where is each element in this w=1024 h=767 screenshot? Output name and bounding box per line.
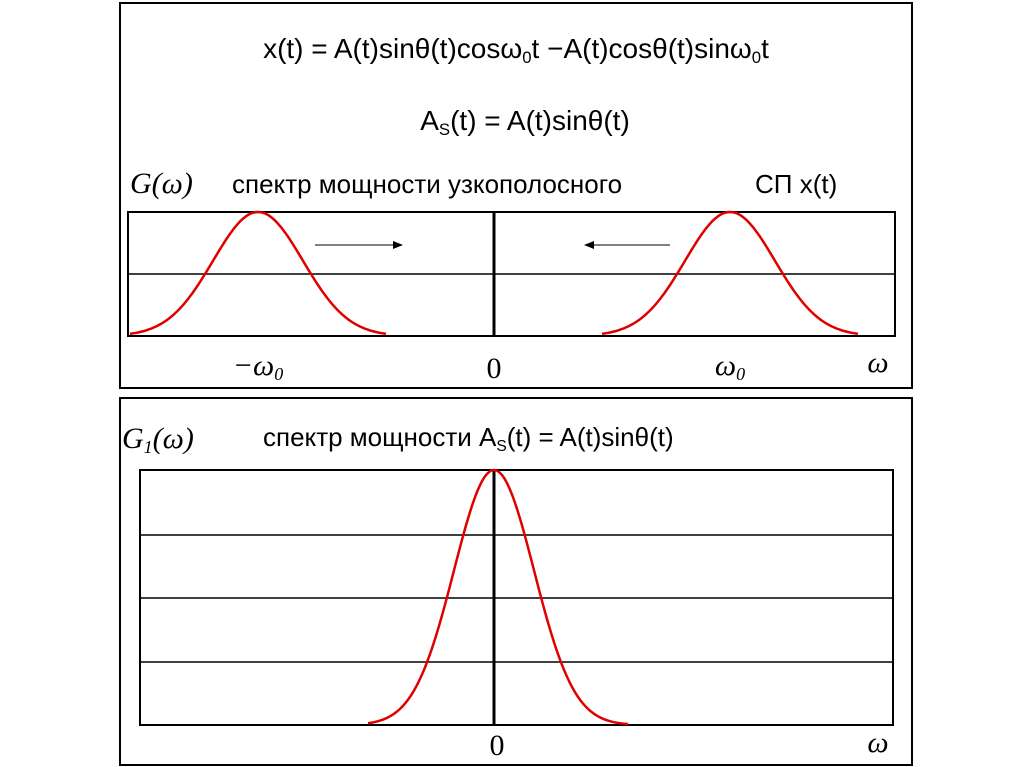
caption: спектр мощности узкополосного: [232, 169, 622, 199]
bottom-box: [119, 397, 913, 766]
function-label: G(ω): [130, 167, 193, 200]
subscript: S: [439, 120, 450, 139]
text-segment: (ω): [153, 422, 194, 455]
subscript: 1: [144, 437, 153, 457]
formula: x(t) = A(t)sinθ(t)cosω0t −A(t)cosθ(t)sin…: [263, 33, 769, 67]
text-segment: t −A(t)cosθ(t)sinω: [532, 33, 752, 64]
tick-label: ω0: [715, 349, 745, 384]
text-segment: ω: [715, 349, 736, 382]
tick-label: −ω0: [233, 349, 283, 384]
subscript: 0: [274, 364, 283, 384]
spectrum-curve: [367, 468, 629, 726]
function-label: G1(ω): [122, 422, 194, 457]
text-segment: G(ω): [130, 167, 193, 200]
text-segment: −ω: [233, 349, 274, 382]
subscript: 0: [522, 48, 531, 67]
text-segment: A: [420, 105, 439, 136]
subscript: 0: [752, 48, 761, 67]
text-segment: t: [761, 33, 769, 64]
subscript: 0: [736, 364, 745, 384]
subscript: S: [496, 438, 506, 455]
tick-label: 0: [490, 729, 505, 762]
tick-label: 0: [487, 352, 502, 385]
axis-label: ω: [867, 346, 888, 379]
text-segment: x(t) = A(t)sinθ(t)cosω: [263, 33, 522, 64]
process-label: СП x(t): [755, 169, 837, 199]
formula: AS(t) = A(t)sinθ(t): [420, 105, 630, 139]
spectrum-curve: [601, 210, 859, 336]
caption: спектр мощности AS(t) = A(t)sinθ(t): [263, 422, 674, 455]
text-segment: (t) = A(t)sinθ(t): [450, 105, 630, 136]
spectrum-curve: [129, 210, 387, 336]
text-segment: спектр мощности A: [263, 422, 497, 452]
text-segment: (t) = A(t)sinθ(t): [507, 422, 674, 452]
text-segment: G: [122, 422, 144, 455]
axis-label: ω: [867, 726, 888, 759]
top-box: [119, 2, 913, 389]
